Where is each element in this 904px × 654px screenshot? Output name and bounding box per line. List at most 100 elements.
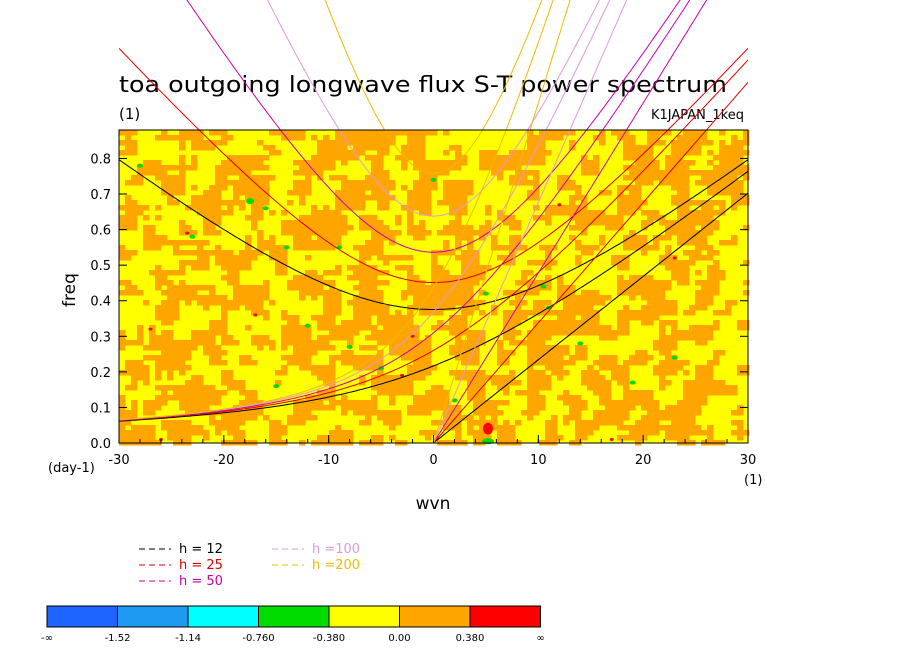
field-cell <box>245 325 252 331</box>
field-cell <box>647 285 654 291</box>
field-cell <box>557 320 564 326</box>
field-cell <box>155 235 162 241</box>
field-cell <box>707 330 714 336</box>
field-cell <box>323 290 330 296</box>
field-cell <box>293 230 300 236</box>
field-cell <box>239 420 246 426</box>
field-cell <box>233 385 240 391</box>
field-cell <box>449 290 456 296</box>
field-cell <box>479 275 486 281</box>
field-cell <box>185 435 192 441</box>
field-cell <box>137 360 144 366</box>
field-cell <box>677 365 684 371</box>
field-cell <box>365 285 372 291</box>
field-cell <box>695 365 702 371</box>
field-cell <box>665 430 672 436</box>
field-cell <box>383 325 390 331</box>
field-cell <box>179 285 186 291</box>
field-cell <box>695 430 702 436</box>
field-cell <box>719 385 726 391</box>
field-cell <box>143 370 150 376</box>
field-cell <box>347 320 354 326</box>
field-peak <box>483 422 494 435</box>
field-cell <box>695 235 702 241</box>
field-cell <box>527 405 534 411</box>
field-cell <box>365 280 372 286</box>
field-cell <box>179 395 186 401</box>
field-cell <box>365 140 372 146</box>
field-cell <box>275 265 282 271</box>
field-cell <box>155 160 162 166</box>
field-cell <box>701 340 708 346</box>
field-cell <box>149 400 156 406</box>
field-cell <box>233 290 240 296</box>
field-cell <box>173 420 180 426</box>
field-cell <box>455 410 462 416</box>
field-cell <box>437 285 444 291</box>
field-cell <box>203 285 210 291</box>
field-cell <box>695 255 702 261</box>
field-cell <box>221 375 228 381</box>
field-cell <box>359 255 366 261</box>
field-cell <box>641 170 648 176</box>
field-cell <box>671 340 678 346</box>
field-cell <box>329 140 336 146</box>
x-tick-label: -20 <box>213 453 234 468</box>
field-cell <box>305 345 312 351</box>
field-cell <box>395 350 402 356</box>
field-cell <box>701 140 708 146</box>
field-cell <box>305 235 312 241</box>
field-cell <box>605 405 612 411</box>
field-cell <box>581 425 588 431</box>
field-cell <box>479 335 486 341</box>
field-cell <box>239 180 246 186</box>
field-speck-green <box>577 341 584 346</box>
field-cell <box>731 180 738 186</box>
field-cell <box>155 400 162 406</box>
field-cell <box>683 145 690 151</box>
field-cell <box>191 260 198 266</box>
field-cell <box>617 220 624 226</box>
field-cell <box>365 180 372 186</box>
field-cell <box>353 190 360 196</box>
field-cell <box>641 220 648 226</box>
field-cell <box>281 135 288 141</box>
field-cell <box>131 415 138 421</box>
field-cell <box>281 250 288 256</box>
field-cell <box>143 430 150 436</box>
field-cell <box>395 345 402 351</box>
field-cell <box>419 340 426 346</box>
field-cell <box>569 295 576 301</box>
field-cell <box>377 195 384 201</box>
field-cell <box>665 265 672 271</box>
field-cell <box>635 280 642 286</box>
field-cell <box>155 385 162 391</box>
field-cell <box>245 215 252 221</box>
field-cell <box>365 250 372 256</box>
field-cell <box>389 400 396 406</box>
field-cell <box>563 400 570 406</box>
field-cell <box>689 425 696 431</box>
field-cell <box>359 400 366 406</box>
field-cell <box>323 235 330 241</box>
field-cell <box>143 165 150 171</box>
field-cell <box>377 415 384 421</box>
field-cell <box>629 195 636 201</box>
field-cell <box>389 415 396 421</box>
field-cell <box>365 310 372 316</box>
field-cell <box>443 390 450 396</box>
field-cell <box>443 295 450 301</box>
field-cell <box>587 210 594 216</box>
field-cell <box>647 175 654 181</box>
field-cell <box>203 335 210 341</box>
field-cell <box>329 430 336 436</box>
field-cell <box>191 425 198 431</box>
field-cell <box>431 160 438 166</box>
field-cell <box>239 155 246 161</box>
field-cell <box>413 295 420 301</box>
field-cell <box>557 135 564 141</box>
field-cell <box>539 305 546 311</box>
field-cell <box>629 360 636 366</box>
field-cell <box>653 245 660 251</box>
field-cell <box>575 295 582 301</box>
